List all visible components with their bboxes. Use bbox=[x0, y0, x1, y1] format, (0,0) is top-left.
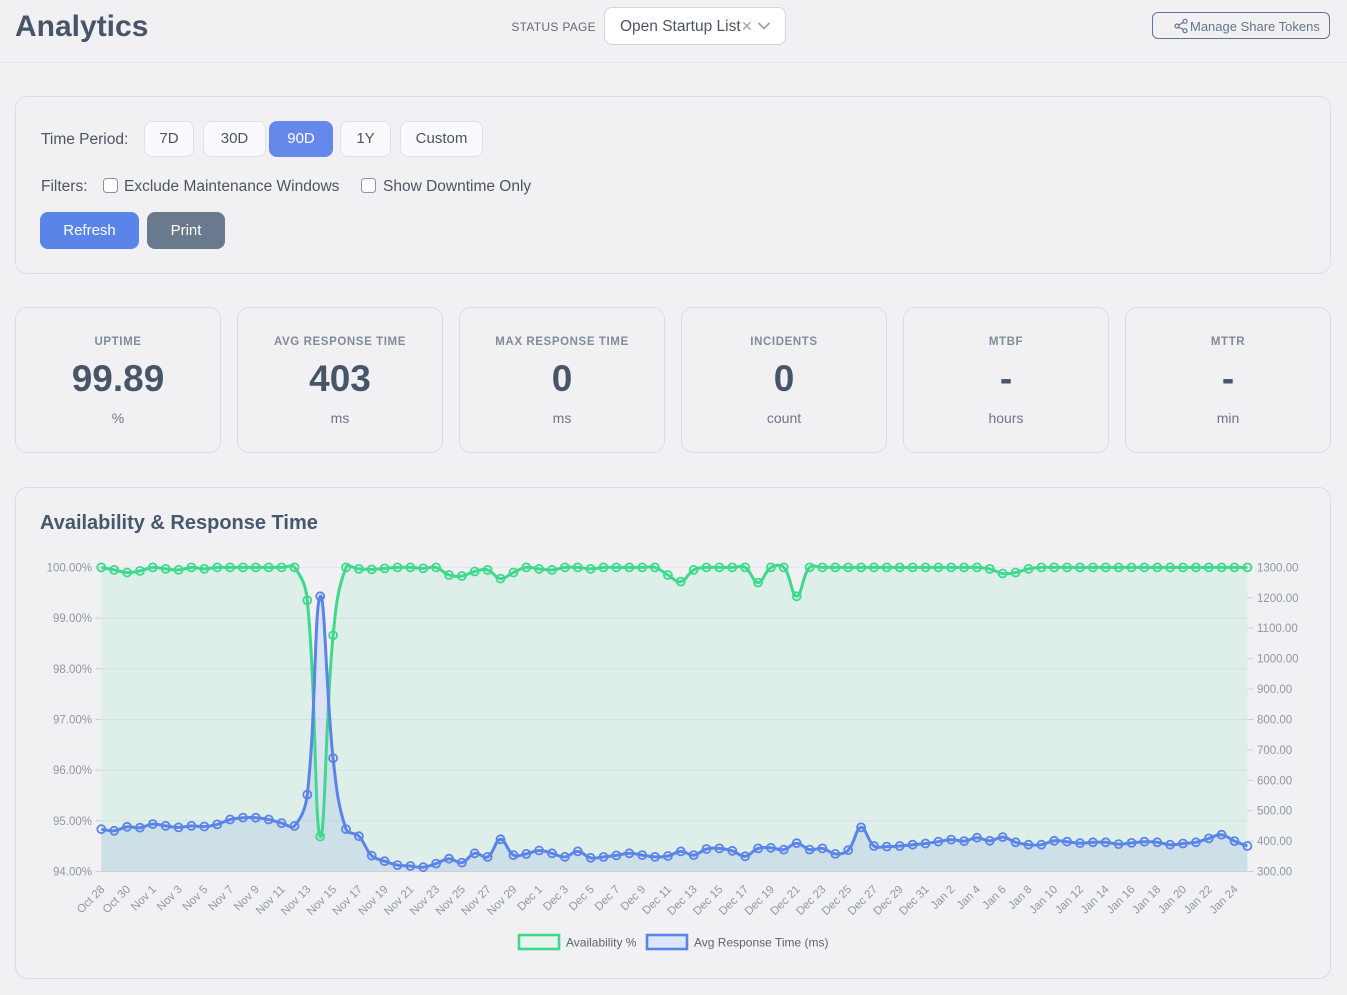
svg-text:Nov 7: Nov 7 bbox=[206, 884, 236, 914]
svg-text:Nov 3: Nov 3 bbox=[155, 884, 185, 914]
svg-text:Dec 3: Dec 3 bbox=[541, 884, 571, 914]
svg-text:800.00: 800.00 bbox=[1257, 715, 1292, 727]
svg-text:Jan 2: Jan 2 bbox=[929, 884, 957, 912]
svg-text:300.00: 300.00 bbox=[1257, 867, 1292, 879]
svg-text:1300.00: 1300.00 bbox=[1257, 562, 1299, 574]
svg-text:Nov 1: Nov 1 bbox=[129, 884, 159, 914]
svg-text:Oct 28: Oct 28 bbox=[75, 884, 107, 916]
svg-text:Dec 7: Dec 7 bbox=[593, 884, 623, 914]
svg-text:Avg Response Time (ms): Avg Response Time (ms) bbox=[694, 936, 829, 950]
svg-text:900.00: 900.00 bbox=[1257, 684, 1292, 696]
svg-text:700.00: 700.00 bbox=[1257, 745, 1292, 757]
svg-text:1000.00: 1000.00 bbox=[1257, 654, 1299, 666]
svg-text:Jan 4: Jan 4 bbox=[955, 883, 984, 912]
svg-text:98.00%: 98.00% bbox=[53, 664, 92, 676]
svg-text:94.00%: 94.00% bbox=[53, 867, 92, 879]
svg-text:100.00%: 100.00% bbox=[47, 562, 92, 574]
svg-text:Jan 6: Jan 6 bbox=[980, 884, 1008, 912]
svg-text:95.00%: 95.00% bbox=[53, 816, 92, 828]
svg-text:Dec 31: Dec 31 bbox=[897, 884, 931, 918]
svg-text:600.00: 600.00 bbox=[1257, 775, 1292, 787]
svg-text:99.00%: 99.00% bbox=[53, 613, 92, 625]
svg-text:400.00: 400.00 bbox=[1257, 836, 1292, 848]
svg-text:Nov 29: Nov 29 bbox=[485, 884, 519, 918]
svg-text:Jan 24: Jan 24 bbox=[1208, 883, 1241, 916]
svg-text:96.00%: 96.00% bbox=[53, 765, 92, 777]
svg-text:1200.00: 1200.00 bbox=[1257, 593, 1299, 605]
svg-text:500.00: 500.00 bbox=[1257, 806, 1292, 818]
svg-text:Dec 1: Dec 1 bbox=[515, 884, 545, 914]
svg-text:Nov 5: Nov 5 bbox=[181, 884, 211, 914]
svg-text:97.00%: 97.00% bbox=[53, 715, 92, 727]
svg-text:Oct 30: Oct 30 bbox=[101, 884, 133, 916]
svg-text:Dec 5: Dec 5 bbox=[567, 884, 597, 914]
svg-text:1100.00: 1100.00 bbox=[1257, 623, 1298, 635]
svg-text:Availability %: Availability % bbox=[566, 936, 637, 950]
